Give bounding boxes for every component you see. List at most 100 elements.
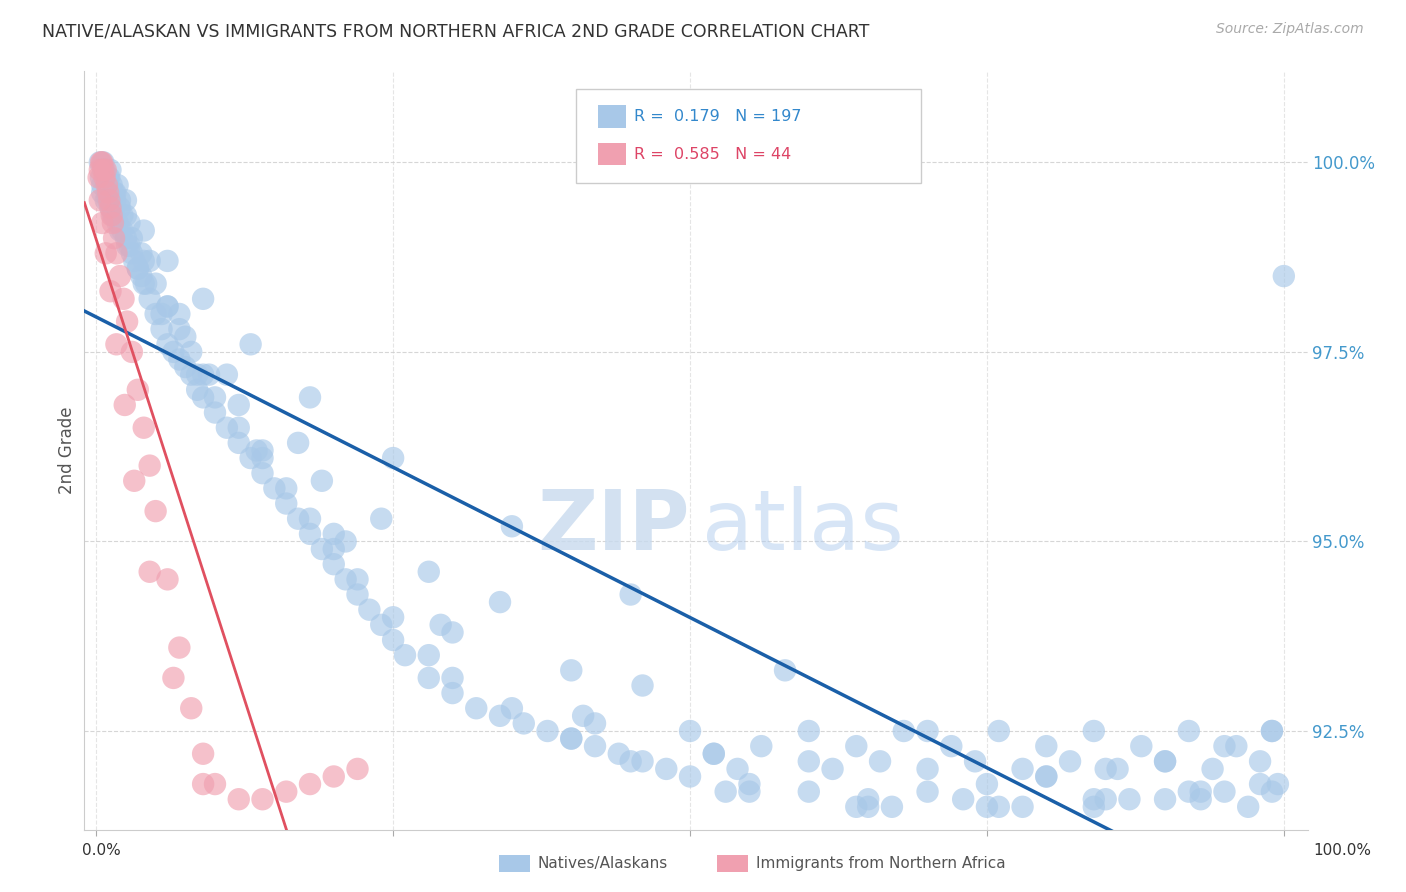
- Point: [97, 186, 120, 200]
- Point: [501, 701, 523, 715]
- Point: [418, 671, 440, 685]
- Point: [89, 155, 111, 169]
- Point: [156, 337, 179, 351]
- Point: [118, 216, 141, 230]
- Point: [1035, 739, 1057, 754]
- Point: [115, 239, 138, 253]
- Point: [138, 458, 160, 473]
- Point: [96, 186, 118, 200]
- Point: [94, 246, 117, 260]
- Point: [714, 785, 737, 799]
- Text: Source: ZipAtlas.com: Source: ZipAtlas.com: [1216, 22, 1364, 37]
- Point: [370, 512, 392, 526]
- Point: [138, 565, 160, 579]
- Point: [198, 368, 221, 382]
- Point: [298, 391, 321, 405]
- Point: [127, 261, 149, 276]
- Point: [239, 337, 262, 351]
- Point: [108, 194, 131, 208]
- Point: [1011, 800, 1033, 814]
- Point: [1118, 792, 1140, 806]
- Point: [276, 785, 298, 799]
- Point: [132, 254, 155, 268]
- Point: [91, 155, 114, 169]
- Point: [322, 770, 344, 784]
- Point: [169, 307, 191, 321]
- Point: [115, 231, 138, 245]
- Point: [98, 194, 121, 208]
- Point: [103, 209, 125, 223]
- Point: [1035, 770, 1057, 784]
- Point: [287, 512, 309, 526]
- Point: [441, 671, 464, 685]
- Point: [252, 792, 274, 806]
- Point: [572, 709, 595, 723]
- Point: [631, 679, 654, 693]
- Point: [121, 345, 143, 359]
- Point: [118, 239, 141, 253]
- Point: [359, 603, 381, 617]
- Point: [679, 770, 702, 784]
- Point: [489, 709, 512, 723]
- Point: [186, 368, 208, 382]
- Point: [115, 194, 138, 208]
- Point: [1107, 762, 1129, 776]
- Point: [418, 565, 440, 579]
- Point: [276, 482, 298, 496]
- Point: [429, 618, 451, 632]
- Point: [513, 716, 536, 731]
- Point: [100, 201, 122, 215]
- Point: [976, 800, 998, 814]
- Point: [104, 194, 127, 208]
- Point: [394, 648, 416, 663]
- Point: [156, 573, 179, 587]
- Point: [738, 785, 761, 799]
- Point: [132, 277, 155, 291]
- Point: [98, 170, 121, 185]
- Point: [245, 443, 267, 458]
- Point: [987, 800, 1010, 814]
- Point: [880, 800, 903, 814]
- Point: [620, 588, 643, 602]
- Point: [91, 186, 114, 200]
- Point: [105, 337, 128, 351]
- Text: R =  0.179   N = 197: R = 0.179 N = 197: [634, 110, 801, 124]
- Point: [536, 724, 558, 739]
- Point: [322, 558, 344, 572]
- Point: [917, 724, 939, 739]
- Point: [1094, 762, 1116, 776]
- Point: [111, 224, 134, 238]
- Point: [1272, 269, 1295, 284]
- Point: [100, 285, 122, 299]
- Point: [845, 739, 868, 754]
- Point: [346, 588, 368, 602]
- Point: [121, 231, 143, 245]
- Point: [97, 194, 120, 208]
- Point: [105, 246, 128, 260]
- Point: [103, 186, 125, 200]
- Point: [174, 360, 197, 375]
- Point: [239, 451, 262, 466]
- Point: [917, 762, 939, 776]
- Point: [583, 739, 606, 754]
- Point: [917, 785, 939, 799]
- Point: [560, 731, 582, 746]
- Point: [138, 254, 160, 268]
- Point: [180, 345, 202, 359]
- Point: [100, 201, 122, 215]
- Point: [107, 178, 129, 193]
- Text: Immigrants from Northern Africa: Immigrants from Northern Africa: [756, 856, 1007, 871]
- Point: [1189, 792, 1212, 806]
- Point: [1225, 739, 1247, 754]
- Point: [228, 436, 250, 450]
- Point: [169, 640, 191, 655]
- Point: [150, 322, 173, 336]
- Point: [797, 755, 820, 769]
- Point: [93, 155, 115, 169]
- Point: [89, 194, 111, 208]
- Point: [114, 398, 136, 412]
- Point: [96, 178, 118, 193]
- Point: [135, 277, 157, 291]
- Point: [156, 300, 179, 314]
- Point: [145, 277, 167, 291]
